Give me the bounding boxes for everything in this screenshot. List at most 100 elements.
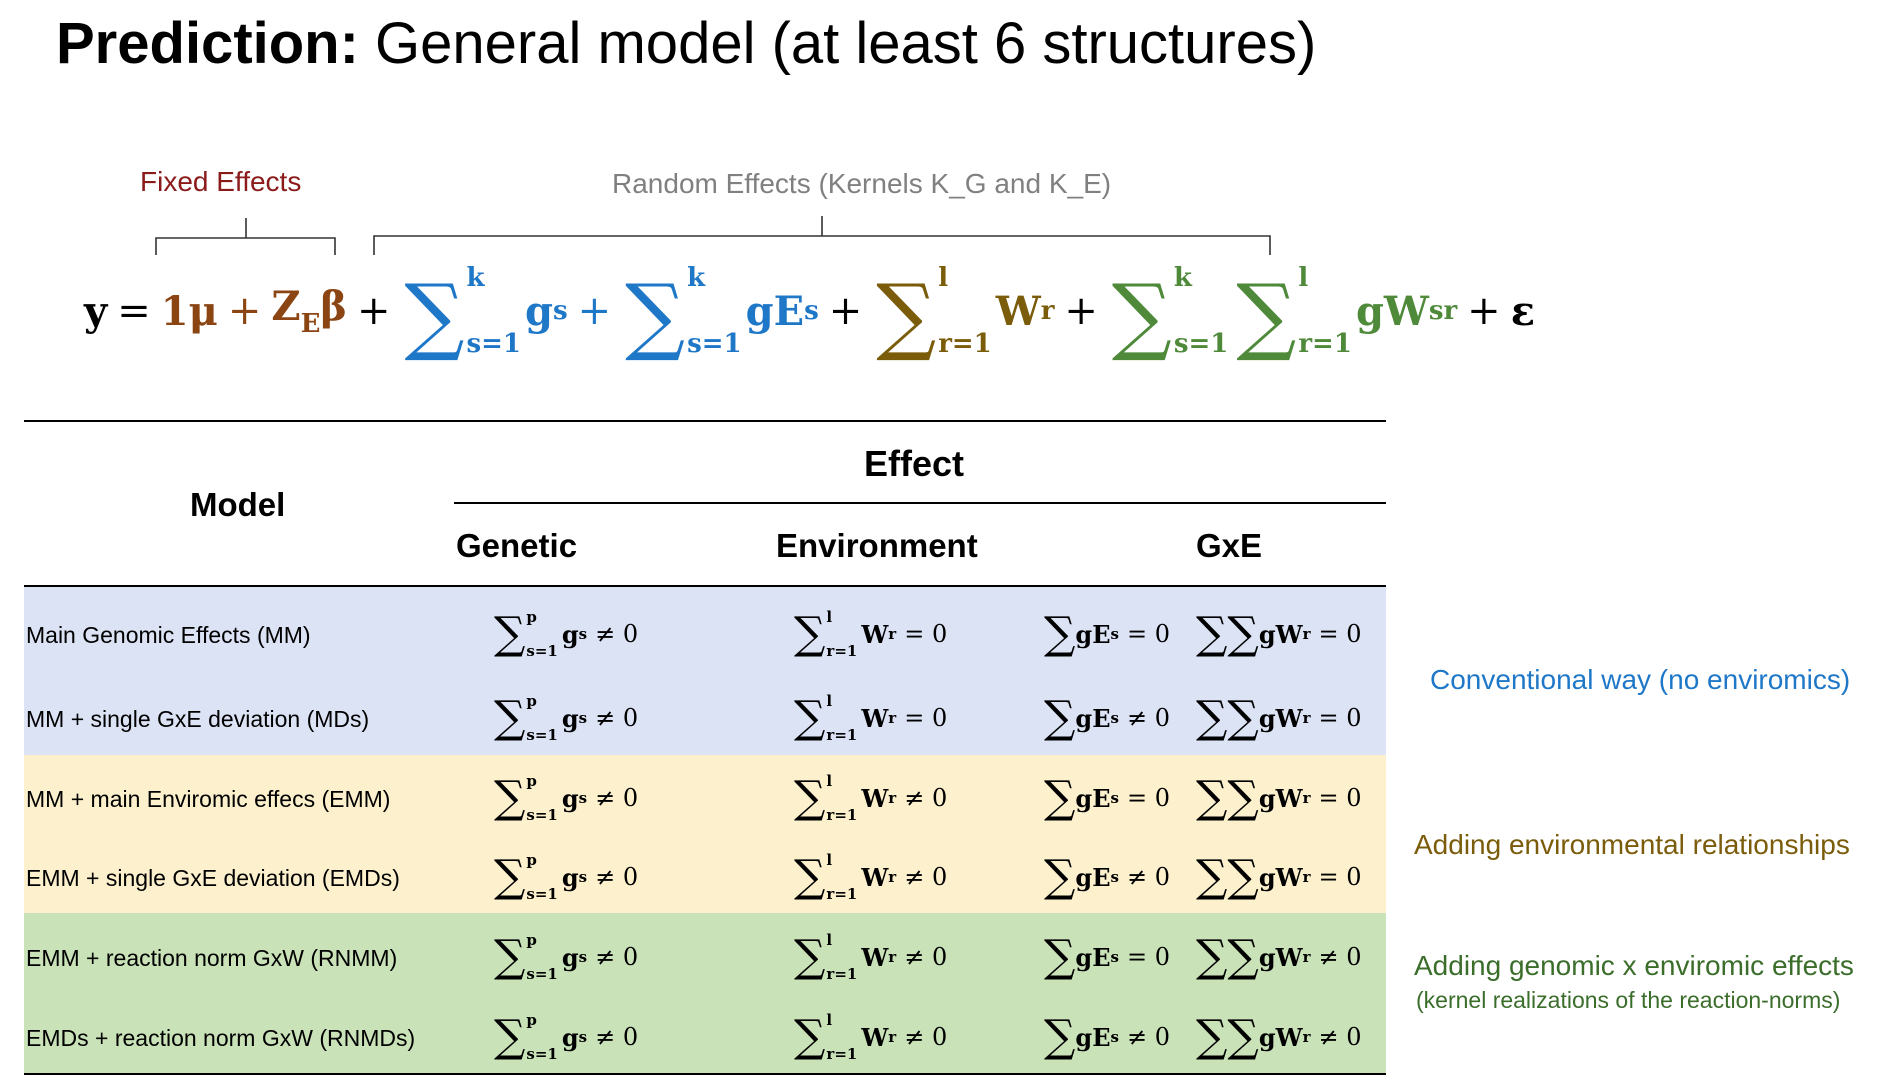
band-conventional [24, 587, 1386, 755]
table-row-model: EMM + reaction norm GxW (RNMM) [26, 945, 398, 971]
formula-cell-gxe2: ∑ ∑ gW r = 0 [1196, 772, 1362, 823]
sum-symbol: ∑ [1227, 772, 1259, 823]
sum-symbol: ∑ [494, 931, 526, 982]
formula-cell-gen: ∑ p s=1 g s ≠ 0 [494, 1011, 639, 1063]
sum-symbol: ∑ [794, 772, 826, 823]
note-genomic-sub: (kernel realizations of the reaction-nor… [1416, 987, 1841, 1013]
header-environment: Environment [776, 527, 978, 564]
random-bracket [373, 216, 1271, 255]
formula-cell-gxe2: ∑ ∑ gW r = 0 [1196, 608, 1362, 659]
sum-symbol: ∑ [1044, 608, 1076, 659]
sum-symbol: ∑ [494, 692, 526, 743]
sum-symbol: ∑ [1227, 931, 1259, 982]
sum-symbol: ∑ [1044, 931, 1076, 982]
band-environmental [24, 755, 1386, 913]
sum-symbol: ∑ [794, 931, 826, 982]
eq-epsilon: ε [1510, 287, 1536, 335]
eq-y: y [84, 287, 108, 335]
note-genomic: Adding genomic x enviromic effects [1414, 950, 1854, 981]
formula-cell-gen: ∑ p s=1 g s ≠ 0 [494, 692, 639, 744]
formula-cell-gxe1: ∑ gE s = 0 [1044, 931, 1170, 982]
sum-symbol: ∑ [794, 851, 826, 902]
sum-symbol: ∑ [1196, 608, 1228, 659]
effect-underline [454, 502, 1386, 504]
eq-plus-3: + [577, 288, 612, 334]
sum-symbol: ∑ [1044, 772, 1076, 823]
formula-cell-gen: ∑ p s=1 g s ≠ 0 [494, 608, 639, 660]
table-row-model: EMM + single GxE deviation (EMDs) [26, 865, 400, 891]
table-row-model: MM + main Enviromic effecs (EMM) [26, 786, 391, 812]
title-bold: Prediction: [56, 11, 359, 76]
formula-cell-gen: ∑ p s=1 g s ≠ 0 [494, 931, 639, 983]
formula-cell-gxe1: ∑ gE s ≠ 0 [1044, 692, 1170, 743]
eq-plus-5: + [1064, 288, 1098, 334]
sum-symbol: ∑ [794, 692, 826, 743]
sum-symbol: ∑ [494, 851, 526, 902]
formula-cell-gxe1: ∑ gE s = 0 [1044, 772, 1170, 823]
fixed-effects-label: Fixed Effects [140, 166, 302, 197]
formula-cell-gen: ∑ p s=1 g s ≠ 0 [494, 851, 639, 903]
header-gxe: GxE [1196, 527, 1263, 564]
effect-brackets [155, 216, 1271, 255]
eq-plus-2: + [356, 288, 391, 334]
eq-plus-6: + [1467, 288, 1501, 334]
eq-mu: 1μ [160, 287, 218, 335]
fixed-bracket [155, 218, 336, 255]
formula-cell-gen: ∑ p s=1 g s ≠ 0 [494, 772, 639, 824]
sum-symbol: ∑ [1196, 1011, 1228, 1062]
eq-term-ge: ∑ k s=1 gE s [625, 263, 819, 364]
note-environmental: Adding environmental relationships [1414, 829, 1850, 860]
sum-symbol: ∑ [1196, 692, 1228, 743]
table-row-model: Main Genomic Effects (MM) [26, 622, 311, 648]
formula-cell-gxe2: ∑ ∑ gW r ≠ 0 [1196, 931, 1362, 982]
sum-symbol: ∑ [494, 772, 526, 823]
table-top-rule [24, 420, 1386, 422]
sum-symbol: ∑ [1044, 851, 1076, 902]
header-genetic: Genetic [456, 527, 578, 564]
sum-symbol: ∑ [1196, 772, 1228, 823]
formula-cell-gxe2: ∑ ∑ gW r = 0 [1196, 692, 1362, 743]
eq-ze-beta: ZEβ [271, 283, 347, 339]
header-bottom-rule [24, 585, 1386, 587]
eq-equals: = [117, 288, 151, 334]
sum-symbol: ∑ [1196, 851, 1228, 902]
sum-symbol: ∑ [1196, 931, 1228, 982]
sum-symbol: ∑ [1227, 608, 1259, 659]
sum-symbol: ∑ [1044, 692, 1076, 743]
formula-cell-gxe1: ∑ gE s ≠ 0 [1044, 1011, 1170, 1062]
header-effect: Effect [864, 443, 965, 484]
band-genomic [24, 913, 1386, 1073]
sum-symbol: ∑ [494, 608, 526, 659]
sum-symbol: ∑ [1044, 1011, 1076, 1062]
sum-symbol: ∑ [794, 1011, 826, 1062]
page-title: Prediction: General model (at least 6 st… [56, 10, 1316, 77]
table-row-model: EMDs + reaction norm GxW (RNMDs) [26, 1025, 416, 1051]
table-row-model: MM + single GxE deviation (MDs) [26, 706, 370, 732]
title-rest: General model (at least 6 structures) [358, 11, 1317, 76]
note-conventional: Conventional way (no enviromics) [1430, 664, 1851, 695]
header-model: Model [190, 486, 286, 523]
sum-symbol: ∑ [794, 608, 826, 659]
eq-plus-1: + [227, 288, 262, 334]
random-effects-label: Random Effects (Kernels K_G and K_E) [612, 168, 1112, 199]
eq-term-gw: ∑ k s=1 ∑ l r=1 gW sr [1111, 263, 1458, 364]
eq-plus-4: + [828, 288, 863, 334]
sum-symbol: ∑ [1227, 692, 1259, 743]
formula-cell-gxe1: ∑ gE s = 0 [1044, 608, 1170, 659]
sum-symbol: ∑ [1227, 851, 1259, 902]
sum-symbol: ∑ [494, 1011, 526, 1062]
formula-cell-gxe1: ∑ gE s ≠ 0 [1044, 851, 1170, 902]
formula-cell-gxe2: ∑ ∑ gW r = 0 [1196, 851, 1362, 902]
sum-symbol: ∑ [1227, 1011, 1259, 1062]
table-bottom-rule [24, 1073, 1386, 1075]
formula-cell-gxe2: ∑ ∑ gW r ≠ 0 [1196, 1011, 1362, 1062]
